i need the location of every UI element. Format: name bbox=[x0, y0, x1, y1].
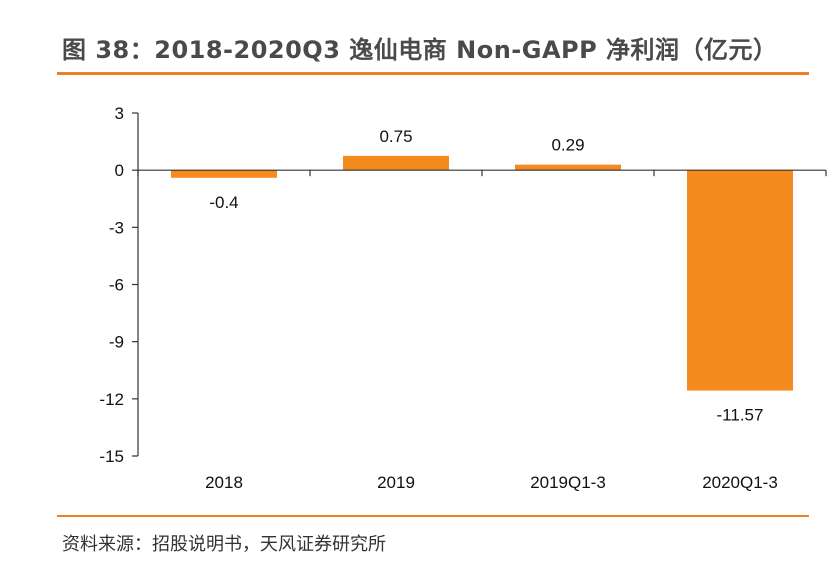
y-tick-label: -15 bbox=[99, 447, 124, 466]
y-tick-label: -9 bbox=[109, 333, 124, 352]
y-tick-label: 0 bbox=[115, 161, 124, 180]
x-axis bbox=[137, 169, 827, 177]
data-label: -11.57 bbox=[717, 406, 764, 425]
y-tick-label: -6 bbox=[109, 276, 124, 295]
y-tick-label: -12 bbox=[99, 390, 124, 409]
category-label: 2019 bbox=[377, 473, 415, 492]
source-rule bbox=[57, 515, 809, 517]
bar-2020Q1-3 bbox=[687, 170, 793, 391]
y-axis: 3 0 -3 -6 -9 -12 -15 bbox=[99, 104, 139, 466]
bars bbox=[171, 155, 793, 391]
bar-2019Q1-3 bbox=[515, 164, 621, 171]
category-label: 2019Q1-3 bbox=[530, 473, 606, 492]
data-label: 0.29 bbox=[551, 136, 584, 155]
y-tick-label: -3 bbox=[109, 218, 124, 237]
data-label: -0.4 bbox=[209, 193, 238, 212]
y-tick-label: 3 bbox=[115, 104, 124, 123]
bar-2018 bbox=[171, 170, 277, 178]
title-rule bbox=[57, 72, 809, 75]
category-label: 2018 bbox=[205, 473, 243, 492]
data-label: 0.75 bbox=[379, 127, 412, 146]
category-label: 2020Q1-3 bbox=[702, 473, 778, 492]
source-note: 资料来源：招股说明书，天风证券研究所 bbox=[62, 534, 386, 555]
bar-2019 bbox=[343, 155, 449, 171]
data-labels: -0.4 0.75 0.29 -11.57 bbox=[209, 127, 763, 425]
figure-title: 图 38：2018-2020Q3 逸仙电商 Non-GAPP 净利润（亿元） bbox=[62, 36, 778, 64]
category-labels: 2018 2019 2019Q1-3 2020Q1-3 bbox=[205, 473, 778, 492]
